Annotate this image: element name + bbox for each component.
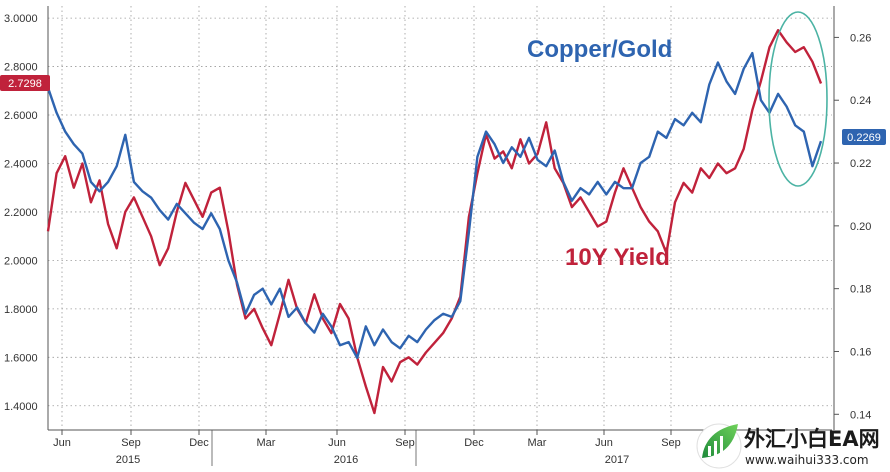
series-line-10y-yield bbox=[46, 29, 823, 415]
x-tick-label: Jun bbox=[595, 437, 613, 449]
x-tick-label: Jun bbox=[328, 437, 346, 449]
y-right-tick-label: 0.26 bbox=[850, 32, 871, 44]
yield-last-value-flag: 2.7298 bbox=[0, 75, 50, 91]
copper-gold-last-value-flag: 0.2269 bbox=[842, 129, 886, 145]
y-left-tick-label: 3.0000 bbox=[4, 13, 38, 25]
watermark-text: 外汇小白EA网 bbox=[744, 427, 880, 451]
series-line-copper-gold bbox=[46, 51, 823, 359]
series-layer bbox=[46, 29, 823, 415]
x-tick-label: Sep bbox=[661, 437, 681, 449]
watermark: 外汇小白EA网 www.waihui333.com bbox=[696, 423, 880, 469]
x-year-label: 2015 bbox=[116, 454, 140, 466]
watermark-url: www.waihui333.com bbox=[745, 453, 869, 467]
x-tick-label: Mar bbox=[257, 437, 276, 449]
x-year-label: 2016 bbox=[334, 454, 358, 466]
x-tick-label: Sep bbox=[395, 437, 415, 449]
svg-text:0.2269: 0.2269 bbox=[847, 132, 881, 144]
x-tick-label: Mar bbox=[528, 437, 547, 449]
x-tick-label: Dec bbox=[464, 437, 484, 449]
y-left-tick-label: 2.0000 bbox=[4, 255, 38, 267]
y-left-tick-label: 1.6000 bbox=[4, 352, 38, 364]
y-left-tick-label: 2.4000 bbox=[4, 158, 38, 170]
y-right-tick-label: 0.18 bbox=[850, 284, 871, 296]
copper-gold-title: Copper/Gold bbox=[527, 36, 672, 63]
y-right-tick-label: 0.14 bbox=[850, 409, 871, 421]
y-right-tick-label: 0.24 bbox=[850, 95, 871, 107]
grid-layer bbox=[48, 6, 832, 430]
y-right-tick-label: 0.20 bbox=[850, 221, 871, 233]
y-left-tick-label: 2.8000 bbox=[4, 62, 38, 74]
y-left-tick-label: 2.6000 bbox=[4, 110, 38, 122]
y-left-tick-label: 2.2000 bbox=[4, 207, 38, 219]
axis-layer: 1.4000 1.6000 1.8000 2.0000 2.2000 2.4000 2.60… bbox=[4, 6, 871, 466]
y-left-tick-label: 1.8000 bbox=[4, 304, 38, 316]
y-left-tick-label: 1.4000 bbox=[4, 401, 38, 413]
x-tick-label: Dec bbox=[189, 437, 209, 449]
x-year-label: 2017 bbox=[605, 454, 629, 466]
y-right-tick-label: 0.22 bbox=[850, 158, 871, 170]
svg-text:2.7298: 2.7298 bbox=[8, 78, 42, 90]
y-right-tick-label: 0.16 bbox=[850, 346, 871, 358]
x-tick-label: Jun bbox=[53, 437, 71, 449]
yield-title: 10Y Yield bbox=[565, 244, 670, 271]
x-tick-label: Sep bbox=[121, 437, 141, 449]
highlight-ellipse bbox=[768, 11, 828, 187]
